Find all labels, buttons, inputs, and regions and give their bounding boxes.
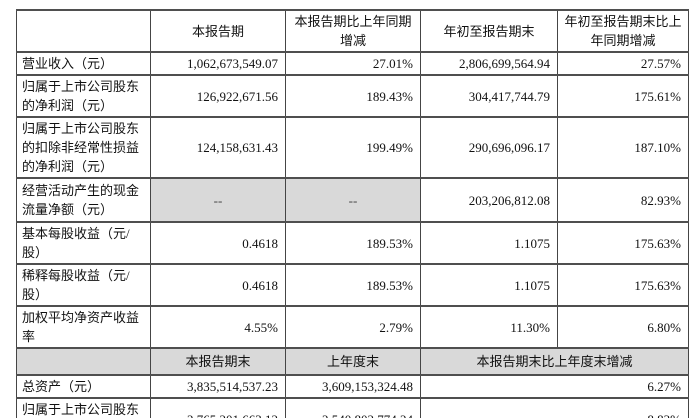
header-current-period: 本报告期 [150, 9, 286, 53]
cell-ytd: 1.1075 [420, 263, 558, 307]
cell-ytd: 304,417,744.79 [420, 74, 558, 118]
table-row-net-profit-deducted: 归属于上市公司股东的扣除非经常性损益的净利润（元） 124,158,631.43… [16, 116, 689, 179]
cell-prev-year-end: 2,540,802,774.24 [285, 397, 421, 418]
cell-current-na: -- [150, 177, 286, 223]
cell-prev-year-end: 3,609,153,324.48 [285, 374, 421, 399]
table-row-diluted-eps: 稀释每股收益（元/股） 0.4618 189.53% 1.1075 175.63… [16, 263, 689, 307]
cell-period-end: 2,765,201,663.12 [150, 397, 286, 418]
header-ytd: 年初至报告期末 [420, 9, 558, 53]
cell-qoq: 189.53% [285, 263, 421, 307]
header-row-period: 本报告期 本报告期比上年同期增减 年初至报告期末 年初至报告期末比上年同期增减 [16, 9, 689, 53]
cell-current: 124,158,631.43 [150, 116, 286, 179]
cell-ytd: 290,696,096.17 [420, 116, 558, 179]
header-period-end-change: 本报告期末比上年度末增减 [420, 347, 689, 376]
header-period-end: 本报告期末 [150, 347, 286, 376]
table-row-operating-cash-flow: 经营活动产生的现金流量净额（元） -- -- 203,206,812.08 82… [16, 177, 689, 223]
cell-ytd: 203,206,812.08 [420, 177, 558, 223]
cell-period-end: 3,835,514,537.23 [150, 374, 286, 399]
table-row-basic-eps: 基本每股收益（元/股） 0.4618 189.53% 1.1075 175.63… [16, 221, 689, 265]
table-row-total-assets: 总资产（元） 3,835,514,537.23 3,609,153,324.48… [16, 374, 689, 399]
cell-change: 6.27% [420, 374, 689, 399]
cell-ytd: 11.30% [420, 305, 558, 349]
header-blank-cell [16, 9, 151, 53]
table-row-equity: 归属于上市公司股东的所有者权益（元） 2,765,201,663.12 2,54… [16, 397, 689, 418]
table-row-net-profit: 归属于上市公司股东的净利润（元） 126,922,671.56 189.43% … [16, 74, 689, 118]
cell-yoy: 6.80% [557, 305, 689, 349]
row-label: 稀释每股收益（元/股） [16, 263, 151, 307]
financial-summary-table: 本报告期 本报告期比上年同期增减 年初至报告期末 年初至报告期末比上年同期增减 … [16, 9, 689, 418]
header-prev-year-end: 上年度末 [285, 347, 421, 376]
cell-ytd: 2,806,699,564.94 [420, 51, 558, 76]
row-label: 营业收入（元） [16, 51, 151, 76]
cell-current: 126,922,671.56 [150, 74, 286, 118]
table-row-revenue: 营业收入（元） 1,062,673,549.07 27.01% 2,806,69… [16, 51, 689, 76]
row-label: 基本每股收益（元/股） [16, 221, 151, 265]
cell-yoy: 187.10% [557, 116, 689, 179]
cell-yoy: 27.57% [557, 51, 689, 76]
row-label: 归属于上市公司股东的净利润（元） [16, 74, 151, 118]
table-row-weighted-roe: 加权平均净资产收益率 4.55% 2.79% 11.30% 6.80% [16, 305, 689, 349]
cell-yoy: 175.63% [557, 263, 689, 307]
cell-ytd: 1.1075 [420, 221, 558, 265]
cell-qoq: 2.79% [285, 305, 421, 349]
cell-qoq: 199.49% [285, 116, 421, 179]
row-label: 加权平均净资产收益率 [16, 305, 151, 349]
row-label: 归属于上市公司股东的扣除非经常性损益的净利润（元） [16, 116, 151, 179]
cell-qoq: 27.01% [285, 51, 421, 76]
row-label: 经营活动产生的现金流量净额（元） [16, 177, 151, 223]
cell-qoq: 189.53% [285, 221, 421, 265]
header-qoq-change: 本报告期比上年同期增减 [285, 9, 421, 53]
cell-qoq-na: -- [285, 177, 421, 223]
row-label: 总资产（元） [16, 374, 151, 399]
header-row-period-end: 本报告期末 上年度末 本报告期末比上年度末增减 [16, 347, 689, 376]
cell-qoq: 189.43% [285, 74, 421, 118]
header2-blank-cell [16, 347, 151, 376]
row-label: 归属于上市公司股东的所有者权益（元） [16, 397, 151, 418]
cell-current: 4.55% [150, 305, 286, 349]
cell-current: 1,062,673,549.07 [150, 51, 286, 76]
cell-yoy: 82.93% [557, 177, 689, 223]
cell-current: 0.4618 [150, 221, 286, 265]
cell-change: 8.83% [420, 397, 689, 418]
header-yoy-change: 年初至报告期末比上年同期增减 [557, 9, 689, 53]
cell-current: 0.4618 [150, 263, 286, 307]
cell-yoy: 175.63% [557, 221, 689, 265]
cell-yoy: 175.61% [557, 74, 689, 118]
